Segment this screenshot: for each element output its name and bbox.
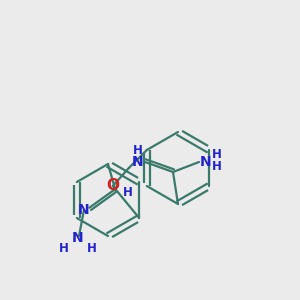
Text: H: H	[133, 145, 143, 158]
Text: N: N	[132, 155, 144, 169]
Text: H: H	[87, 242, 97, 254]
Text: N: N	[78, 203, 90, 217]
Text: H: H	[212, 160, 222, 173]
Text: H: H	[212, 148, 222, 160]
Text: H: H	[59, 242, 69, 254]
Text: N: N	[200, 155, 212, 169]
Text: N: N	[72, 231, 84, 245]
Text: O: O	[106, 178, 119, 194]
Text: H: H	[123, 185, 133, 199]
